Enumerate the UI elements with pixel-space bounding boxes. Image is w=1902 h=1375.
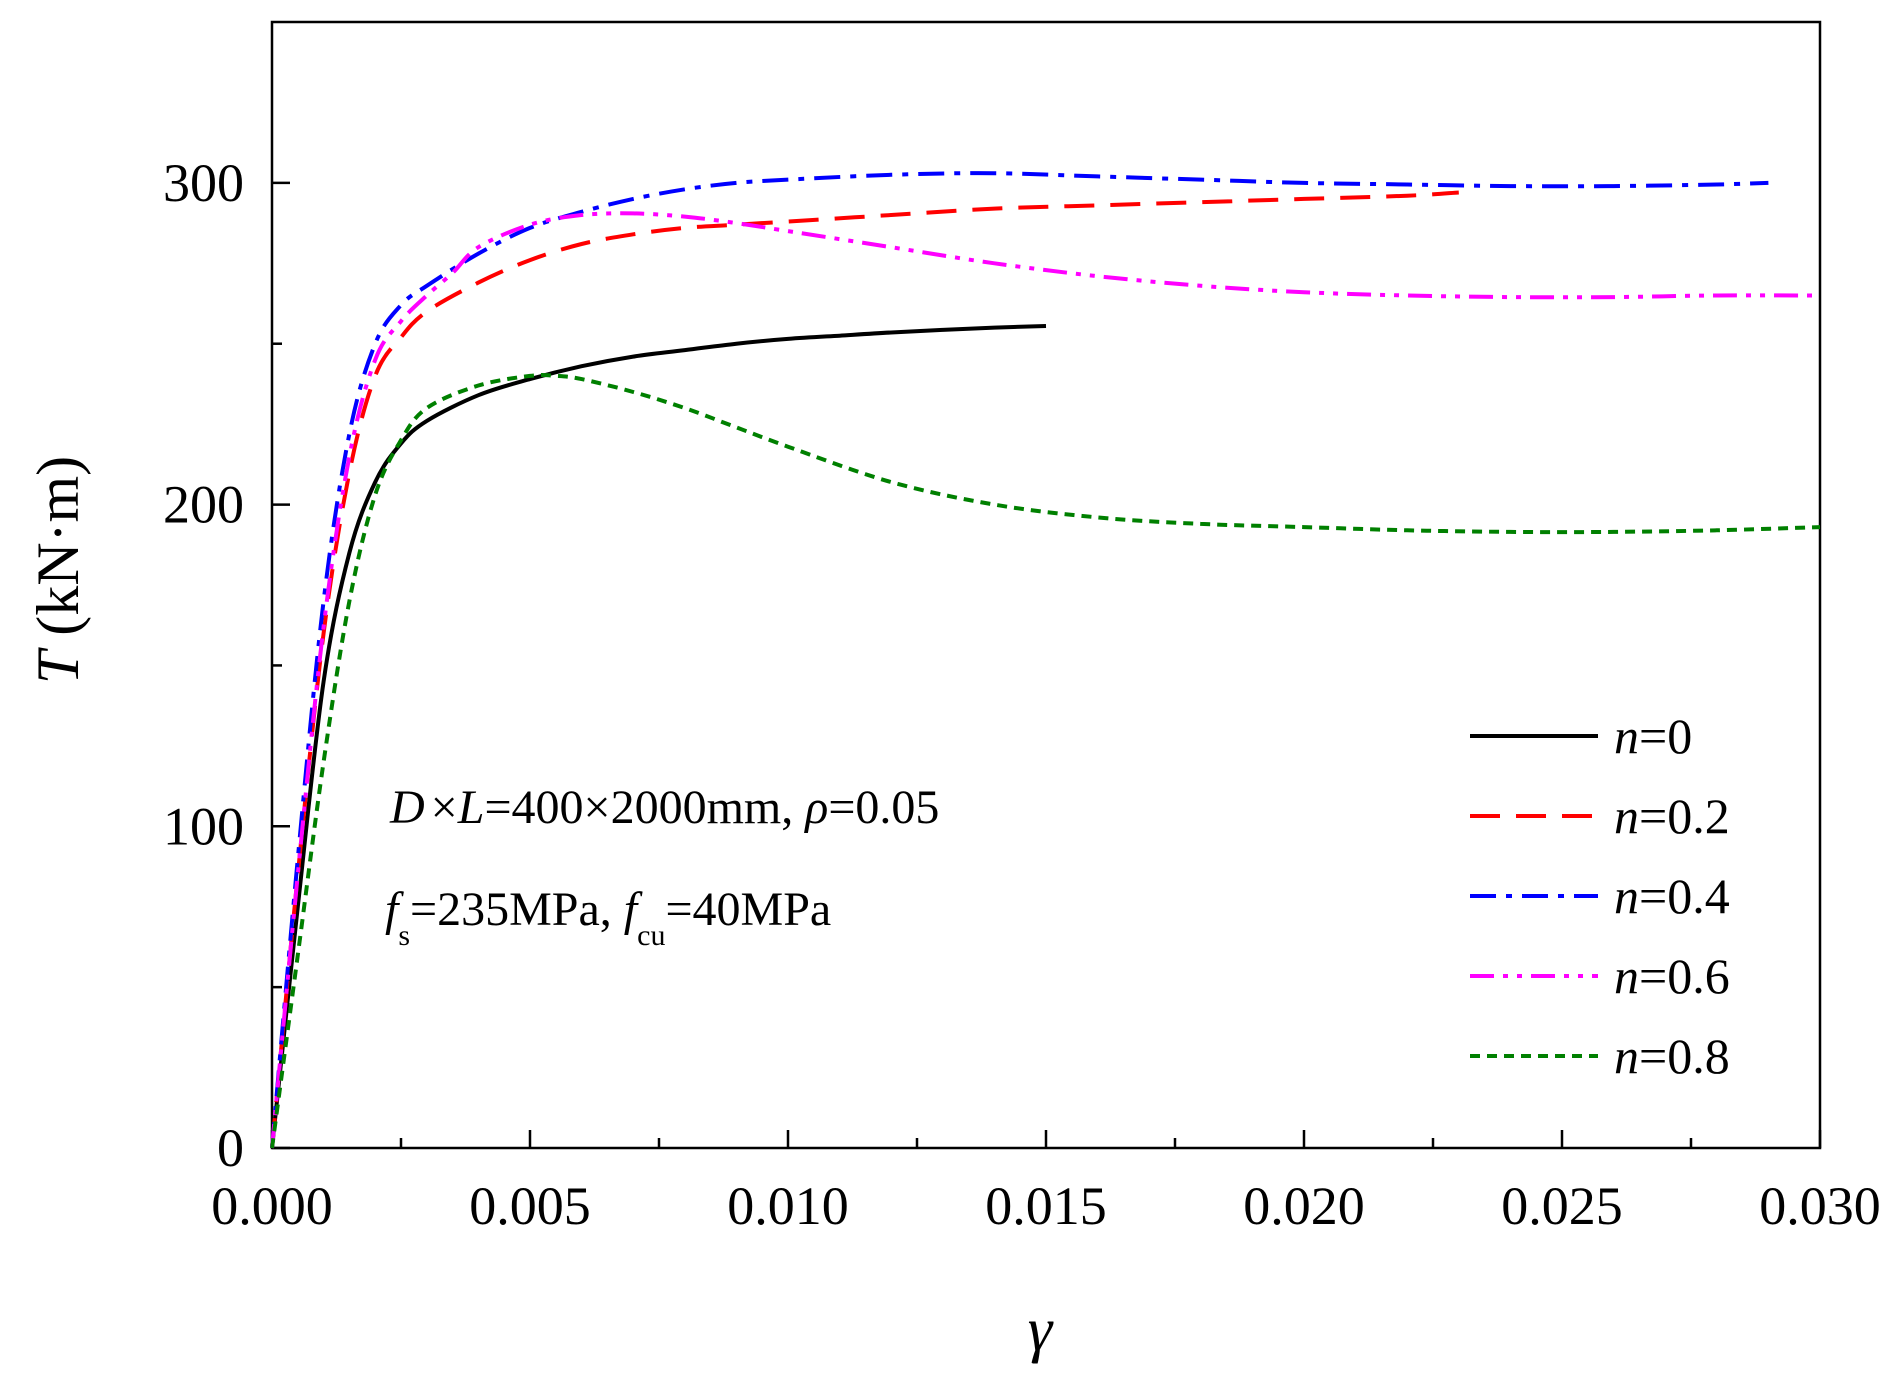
x-tick-label: 0.000 — [211, 1176, 333, 1236]
legend-label-1: n=0.2 — [1614, 788, 1730, 844]
annotation-line-2: fs=235MPa, fcu=40MPa — [385, 883, 831, 952]
x-tick-label: 0.015 — [985, 1176, 1107, 1236]
annotation-fcu-subscript: cu — [637, 919, 665, 952]
plot-frame — [270, 20, 1822, 1150]
legend-label-symbol: n — [1614, 1028, 1639, 1084]
y-tick-label: 100 — [163, 796, 244, 856]
legend-label-symbol: n — [1614, 788, 1639, 844]
annotation-times: × — [431, 781, 458, 834]
legend-label-symbol: n — [1614, 948, 1639, 1004]
legend-label-value: =0.8 — [1639, 1028, 1730, 1084]
y-axis-ticks: 0 100 200 300 — [163, 153, 290, 1178]
x-tick-label: 0.010 — [727, 1176, 849, 1236]
annotation-line-1: D ×L=400×2000mm, ρ=0.05 — [389, 781, 939, 834]
x-axis-ticks: 0.000 0.005 0.010 0.015 0.020 0.025 0.030 — [211, 1130, 1881, 1236]
annotation-fs-subscript: s — [398, 919, 410, 952]
annotation-fcu-value: =40MPa — [665, 883, 831, 936]
annotation-d: D — [389, 781, 425, 834]
legend-label-4: n=0.8 — [1614, 1028, 1730, 1084]
y-tick-label: 300 — [163, 153, 244, 213]
legend-label-value: =0.6 — [1639, 948, 1730, 1004]
legend-label-symbol: n — [1614, 868, 1639, 924]
legend-label-0: n=0 — [1614, 708, 1692, 764]
series-line-4 — [270, 373, 1821, 1149]
series-lines — [270, 171, 1821, 1149]
annotation-rho-value: =0.05 — [828, 781, 939, 834]
series-line-0 — [270, 324, 1047, 1149]
series-line-3 — [270, 211, 1821, 1149]
x-tick-label: 0.020 — [1243, 1176, 1365, 1236]
annotation: D ×L=400×2000mm, ρ=0.05 fs=235MPa, fcu=40… — [385, 781, 939, 952]
legend-label-value: =0.4 — [1639, 868, 1730, 924]
legend: n=0n=0.2n=0.4n=0.6n=0.8 — [1470, 708, 1730, 1084]
x-tick-label: 0.030 — [1759, 1176, 1881, 1236]
legend-label-3: n=0.6 — [1614, 948, 1730, 1004]
legend-label-symbol: n — [1614, 708, 1639, 764]
plot-area: 0.000 0.005 0.010 0.015 0.020 0.025 0.030 0 100… — [163, 20, 1881, 1236]
legend-label-value: =0 — [1639, 708, 1692, 764]
y-axis-label: T (kN·m) — [25, 456, 91, 684]
annotation-rho: ρ — [803, 781, 828, 834]
y-tick-label: 200 — [163, 475, 244, 535]
annotation-fs-value: =235MPa, — [410, 883, 624, 936]
y-axis-label-unit: (kN·m) — [25, 456, 91, 651]
x-axis-label: γ — [1028, 1296, 1054, 1364]
legend-label-value: =0.2 — [1639, 788, 1730, 844]
x-tick-label: 0.025 — [1501, 1176, 1623, 1236]
y-axis-label-symbol: T — [25, 647, 91, 684]
legend-label-2: n=0.4 — [1614, 868, 1730, 924]
annotation-dimensions: =400×2000mm, — [484, 781, 805, 834]
annotation-l: L — [457, 781, 485, 834]
y-tick-label: 0 — [217, 1118, 244, 1178]
x-tick-label: 0.005 — [469, 1176, 591, 1236]
series-line-2 — [270, 171, 1769, 1149]
